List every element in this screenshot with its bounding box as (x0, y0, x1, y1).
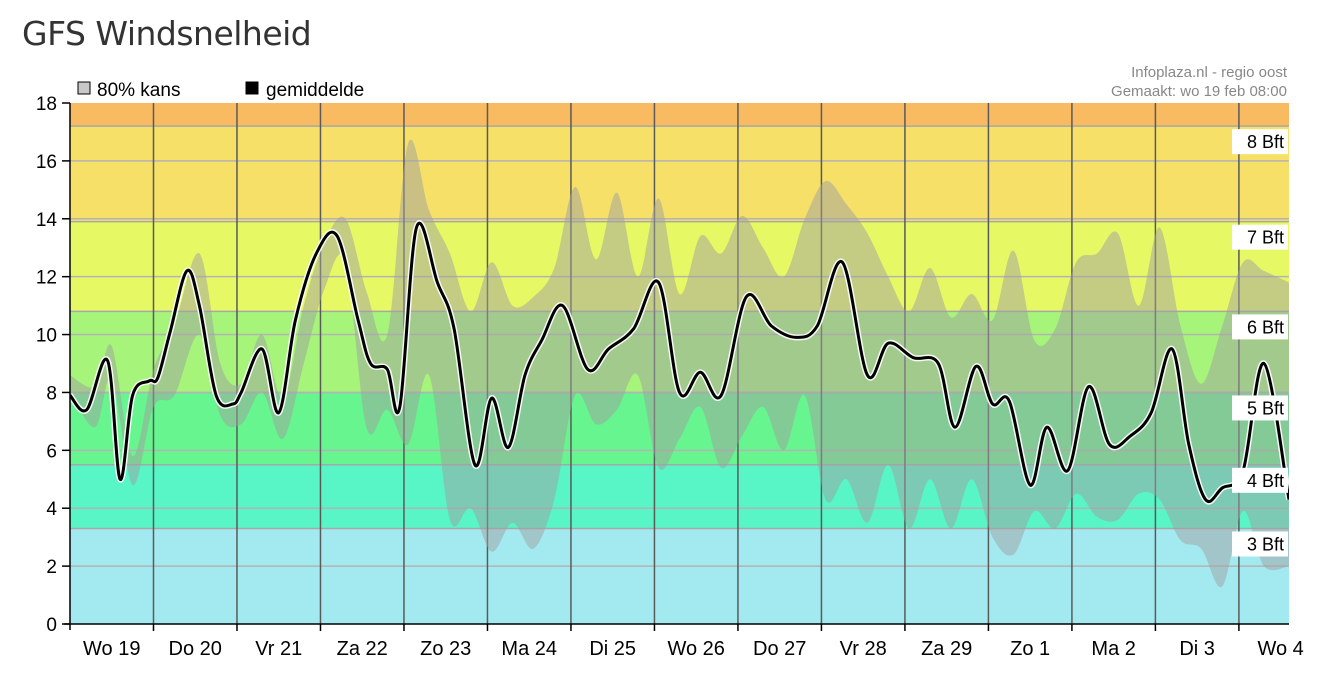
band-6 (70, 103, 1289, 127)
bft-label-bg-1 (1232, 531, 1288, 557)
y-tick-label-7: 14 (36, 210, 58, 231)
y-tick-label-2: 4 (46, 499, 57, 520)
legend: 80% kans gemiddelde (77, 80, 364, 101)
mean-line (70, 220, 1289, 505)
bft-label-1: 3 Bft (1247, 534, 1284, 554)
x-tick-label-4: Zo 23 (420, 638, 471, 660)
created-label: Gemaakt: wo 19 feb 08:00 (1111, 83, 1287, 100)
bft-label-3: 5 Bft (1247, 398, 1284, 418)
y-tick-labels: 0 2 4 6 8 10 12 14 16 18 (36, 94, 70, 636)
bft-label-5: 7 Bft (1247, 228, 1284, 248)
bft-label-bg-3 (1232, 395, 1288, 421)
beaufort-labels: 3 Bft 4 Bft 5 Bft 6 Bft 7 Bft 8 Bft (1232, 129, 1288, 557)
spread-area (70, 139, 1289, 588)
band-0 (70, 528, 1289, 624)
x-tick-label-5: Ma 24 (501, 638, 557, 660)
x-tick-label-1: Do 20 (169, 638, 222, 660)
source-label: Infoplaza.nl - regio oost (1131, 64, 1288, 81)
x-tick-label-10: Za 29 (921, 638, 972, 660)
x-tick-label-8: Do 27 (753, 638, 806, 660)
x-tick-label-14: Wo 4 (1257, 638, 1303, 660)
axes (64, 103, 1289, 630)
y-tick-label-4: 8 (46, 383, 57, 404)
x-tick-label-6: Di 25 (589, 638, 636, 660)
bft-label-4: 6 Bft (1247, 317, 1284, 337)
y-tick-label-6: 12 (36, 268, 57, 289)
bft-label-bg-5 (1232, 224, 1288, 250)
spread-80-kans-area (70, 139, 1289, 588)
x-tick-labels: Wo 19 Do 20 Vr 21 Za 22 Zo 23 Ma 24 Di 25 Wo 26… (83, 624, 1304, 660)
legend-label-80-kans: 80% kans (97, 80, 180, 101)
bft-label-2: 4 Bft (1247, 471, 1284, 491)
y-tick-label-9: 18 (36, 94, 57, 115)
x-tick-label-2: Vr 21 (255, 638, 302, 660)
x-tick-label-12: Ma 2 (1091, 638, 1135, 660)
page-title: GFS Windsnelheid (22, 14, 312, 53)
x-tick-label-9: Vr 28 (840, 638, 887, 660)
x-tick-label-0: Wo 19 (83, 638, 140, 660)
x-tick-label-3: Za 22 (337, 638, 388, 660)
x-tick-label-11: Zo 1 (1010, 638, 1050, 660)
y-tick-label-3: 6 (46, 441, 57, 462)
bft-label-6: 8 Bft (1247, 132, 1284, 152)
y-tick-label-0: 0 (46, 615, 57, 636)
x-tick-label-13: Di 3 (1179, 638, 1215, 660)
y-tick-label-1: 2 (46, 557, 57, 578)
bft-label-bg-2 (1232, 467, 1288, 493)
bft-label-bg-4 (1232, 314, 1288, 340)
x-tick-label-7: Wo 26 (667, 638, 724, 660)
legend-swatch-80-kans (77, 81, 91, 95)
mean-line-gemiddelde (70, 222, 1289, 503)
bft-label-bg-6 (1232, 129, 1288, 155)
y-tick-label-8: 16 (36, 152, 57, 173)
band-5 (70, 126, 1289, 222)
legend-swatch-gemiddelde (245, 81, 259, 95)
y-tick-label-5: 10 (36, 326, 57, 347)
legend-label-gemiddelde: gemiddelde (266, 80, 364, 101)
